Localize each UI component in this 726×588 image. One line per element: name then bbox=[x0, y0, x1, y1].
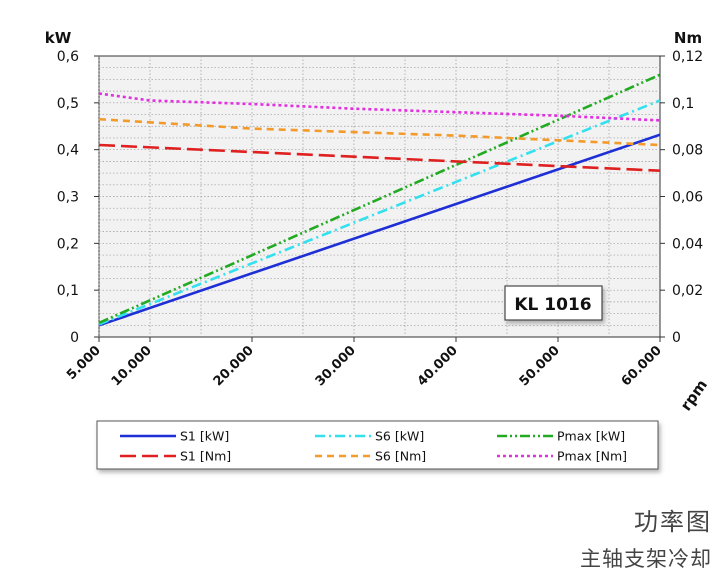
y-right-tick-label: 0,12 bbox=[672, 49, 703, 65]
series-layer bbox=[98, 73, 661, 327]
y-left-tick-label: 0,6 bbox=[57, 49, 79, 65]
series-line-s6-nm bbox=[98, 117, 661, 147]
legend-label: S1 [kW] bbox=[180, 429, 229, 444]
y-right-tick-label: 0,02 bbox=[672, 283, 703, 299]
y-right-tick-label: 0,1 bbox=[672, 96, 694, 112]
legend-label: Pmax [Nm] bbox=[557, 449, 627, 464]
power-chart: 0 0,1 0,2 0,3 0,4 0,5 0,6 0 0,02 0,04 0,06 0,08 0,1 0… bbox=[45, 29, 711, 470]
caption-power-diagram: 功率图 bbox=[634, 508, 712, 536]
y-left-tick-label: 0,2 bbox=[57, 236, 79, 252]
legend-label: S6 [Nm] bbox=[375, 449, 426, 464]
y-left-axis-title: kW bbox=[45, 29, 72, 47]
legend-label: Pmax [kW] bbox=[557, 429, 625, 444]
x-axis-title: rpm bbox=[677, 376, 711, 414]
x-tick-label: 60.000 bbox=[619, 343, 665, 389]
x-tick-label: 40.000 bbox=[415, 343, 461, 389]
x-tick-label: 50.000 bbox=[517, 343, 563, 389]
series-line-s1-nm bbox=[98, 143, 661, 172]
y-right-tick-label: 0 bbox=[672, 330, 681, 346]
annotation-label: KL 1016 bbox=[514, 295, 591, 315]
x-tick-label: 10.000 bbox=[109, 343, 155, 389]
y-left-tick-label: 0,5 bbox=[57, 96, 79, 112]
y-right-tick-label: 0,06 bbox=[672, 190, 703, 206]
caption-spindle-cooling: 主轴支架冷却 bbox=[580, 547, 712, 571]
y-left-tick-label: 0 bbox=[70, 330, 79, 346]
x-tick-label: 5.000 bbox=[64, 343, 104, 383]
legend: S1 [kW] S6 [kW] Pmax [kW] S1 [Nm] S6 [Nm] Pma… bbox=[96, 420, 659, 470]
y-right-tick-label: 0,08 bbox=[672, 143, 703, 159]
legend-label: S1 [Nm] bbox=[180, 449, 231, 464]
y-left-tick-label: 0,3 bbox=[57, 190, 79, 206]
series-line-s6-kw bbox=[98, 99, 661, 326]
y-left-tick-label: 0,4 bbox=[57, 143, 79, 159]
legend-label: S6 [kW] bbox=[375, 429, 424, 444]
x-tick-label: 20.000 bbox=[211, 343, 257, 389]
annotation-box: KL 1016 bbox=[504, 285, 603, 321]
y-right-axis-title: Nm bbox=[674, 29, 702, 47]
y-right-tick-label: 0,04 bbox=[672, 236, 703, 252]
x-tick-label: 30.000 bbox=[313, 343, 359, 389]
y-left-tick-label: 0,1 bbox=[57, 283, 79, 299]
